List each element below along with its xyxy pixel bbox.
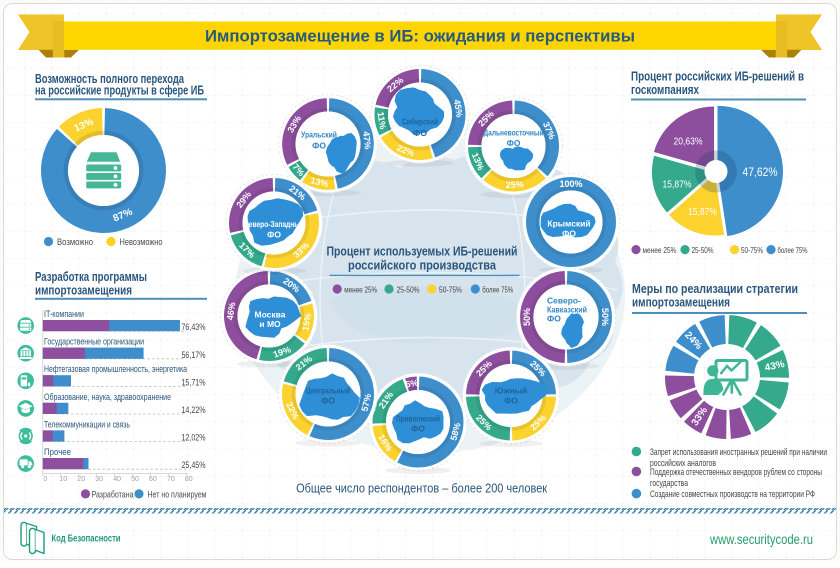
svg-text:Создание совместных производст: Создание совместных производств на терри… <box>650 489 815 500</box>
svg-text:Дальневосточный: Дальневосточный <box>484 128 544 138</box>
svg-text:импортозамещения: импортозамещения <box>35 284 132 298</box>
svg-text:менее 25%: менее 25% <box>344 284 377 294</box>
svg-text:20,63%: 20,63% <box>674 136 703 148</box>
svg-text:Приволжский: Приволжский <box>396 414 440 424</box>
svg-text:47,62%: 47,62% <box>743 165 778 179</box>
svg-text:Поддержка отечественных вендор: Поддержка отечественных вендоров рублем … <box>650 467 822 478</box>
svg-text:Кавказский: Кавказский <box>547 305 587 315</box>
svg-text:43%: 43% <box>764 359 786 374</box>
svg-text:ФО: ФО <box>507 138 521 148</box>
svg-text:ФО: ФО <box>312 141 326 151</box>
svg-text:100%: 100% <box>559 179 582 189</box>
svg-text:13%: 13% <box>310 175 330 189</box>
svg-text:ФО: ФО <box>413 128 427 138</box>
svg-text:15,87%: 15,87% <box>688 206 717 218</box>
svg-text:Сибирский: Сибирский <box>402 117 438 127</box>
svg-text:Северо-: Северо- <box>547 296 581 306</box>
svg-text:Прочее: Прочее <box>44 447 71 458</box>
svg-text:Нефтегазовая промышленность, э: Нефтегазовая промышленность, энергетика <box>44 364 188 375</box>
svg-text:Телекоммуникации и связь: Телекоммуникации и связь <box>44 419 130 430</box>
svg-text:Меры по реализации стратегии: Меры по реализации стратегии <box>632 282 798 296</box>
svg-text:57%: 57% <box>359 393 373 413</box>
svg-text:Разработана: Разработана <box>92 489 135 500</box>
svg-text:60: 60 <box>149 476 157 483</box>
svg-text:56,17%: 56,17% <box>182 350 206 361</box>
svg-text:25%: 25% <box>506 179 524 190</box>
svg-text:50%: 50% <box>600 308 610 326</box>
svg-text:IT-компании: IT-компании <box>44 309 84 320</box>
svg-text:15,87%: 15,87% <box>663 179 692 191</box>
svg-text:госкомпаниях: госкомпаниях <box>631 83 699 97</box>
svg-text:Крымский: Крымский <box>547 219 590 229</box>
svg-text:25-50%: 25-50% <box>397 284 420 294</box>
svg-text:российского производства: российского производства <box>348 259 497 273</box>
svg-text:50-75%: 50-75% <box>741 245 763 255</box>
svg-text:Возможность полного перехода: Возможность полного перехода <box>35 72 185 86</box>
svg-text:на российские продукты в сфере: на российские продукты в сфере ИБ <box>35 84 204 98</box>
svg-text:45%: 45% <box>452 99 465 118</box>
svg-text:58%: 58% <box>448 422 462 442</box>
svg-text:менее 25%: менее 25% <box>643 245 677 255</box>
svg-text:Северо-Западный: Северо-Западный <box>244 219 304 229</box>
svg-text:ФО: ФО <box>267 230 281 240</box>
svg-text:Общее число респондентов – бол: Общее число респондентов – более 200 чел… <box>296 482 547 496</box>
svg-text:Образование, наука, здравоохра: Образование, наука, здравоохранение <box>44 392 171 403</box>
svg-text:www.securitycode.ru: www.securitycode.ru <box>709 531 813 547</box>
svg-text:12,02%: 12,02% <box>182 433 206 444</box>
svg-text:30: 30 <box>95 476 103 483</box>
svg-text:ФО: ФО <box>321 396 335 406</box>
svg-text:Разработка программы: Разработка программы <box>35 270 147 284</box>
svg-text:Нет но планируем: Нет но планируем <box>148 489 207 500</box>
svg-text:российских аналогов: российских аналогов <box>650 458 716 469</box>
svg-text:Невозможно: Невозможно <box>120 237 163 248</box>
svg-text:10: 10 <box>59 476 67 483</box>
svg-text:80: 80 <box>185 476 193 483</box>
svg-text:15%: 15% <box>300 312 313 331</box>
svg-text:20: 20 <box>77 476 85 483</box>
svg-text:Запрет использования иностранн: Запрет использования иностранных решений… <box>650 447 827 458</box>
svg-text:46%: 46% <box>225 302 237 321</box>
svg-text:ФО: ФО <box>547 314 561 324</box>
svg-text:40: 40 <box>113 476 121 483</box>
svg-text:ФО: ФО <box>411 424 425 434</box>
svg-text:ФО: ФО <box>504 396 518 406</box>
svg-text:Процент используемых ИБ-решени: Процент используемых ИБ-решений <box>327 245 518 259</box>
svg-text:70: 70 <box>167 476 175 483</box>
svg-text:Код Безопасности: Код Безопасности <box>52 533 121 545</box>
svg-text:25-50%: 25-50% <box>692 245 714 255</box>
svg-text:Импортозамещение в ИБ: ожидани: Импортозамещение в ИБ: ожидания и перспе… <box>205 27 635 46</box>
svg-text:76,43%: 76,43% <box>182 322 206 333</box>
svg-text:Центральный: Центральный <box>306 386 350 396</box>
svg-text:50%: 50% <box>522 308 532 326</box>
svg-text:более 75%: более 75% <box>778 245 808 255</box>
svg-text:15,71%: 15,71% <box>182 377 206 388</box>
svg-text:50: 50 <box>131 476 139 483</box>
svg-text:Возможно: Возможно <box>57 237 93 248</box>
svg-text:более 75%: более 75% <box>482 284 513 294</box>
svg-text:50-75%: 50-75% <box>439 284 462 294</box>
svg-text:25,45%: 25,45% <box>182 460 206 471</box>
svg-text:ФО: ФО <box>562 229 576 239</box>
svg-text:Южный: Южный <box>495 386 528 396</box>
svg-text:47%: 47% <box>361 131 373 150</box>
svg-text:Государственные организации: Государственные организации <box>44 337 144 348</box>
svg-text:14,22%: 14,22% <box>182 405 206 416</box>
svg-text:0: 0 <box>43 476 47 483</box>
svg-text:Уральский: Уральский <box>301 130 337 140</box>
svg-text:импортозамещения: импортозамещения <box>632 295 730 309</box>
svg-text:5%: 5% <box>405 378 419 390</box>
svg-text:Москва: Москва <box>255 310 286 320</box>
svg-text:государства: государства <box>650 478 689 489</box>
svg-text:Процент российских ИБ-решений: Процент российских ИБ-решений в <box>631 69 804 83</box>
svg-text:и МО: и МО <box>259 319 281 329</box>
svg-text:11%: 11% <box>375 111 388 130</box>
